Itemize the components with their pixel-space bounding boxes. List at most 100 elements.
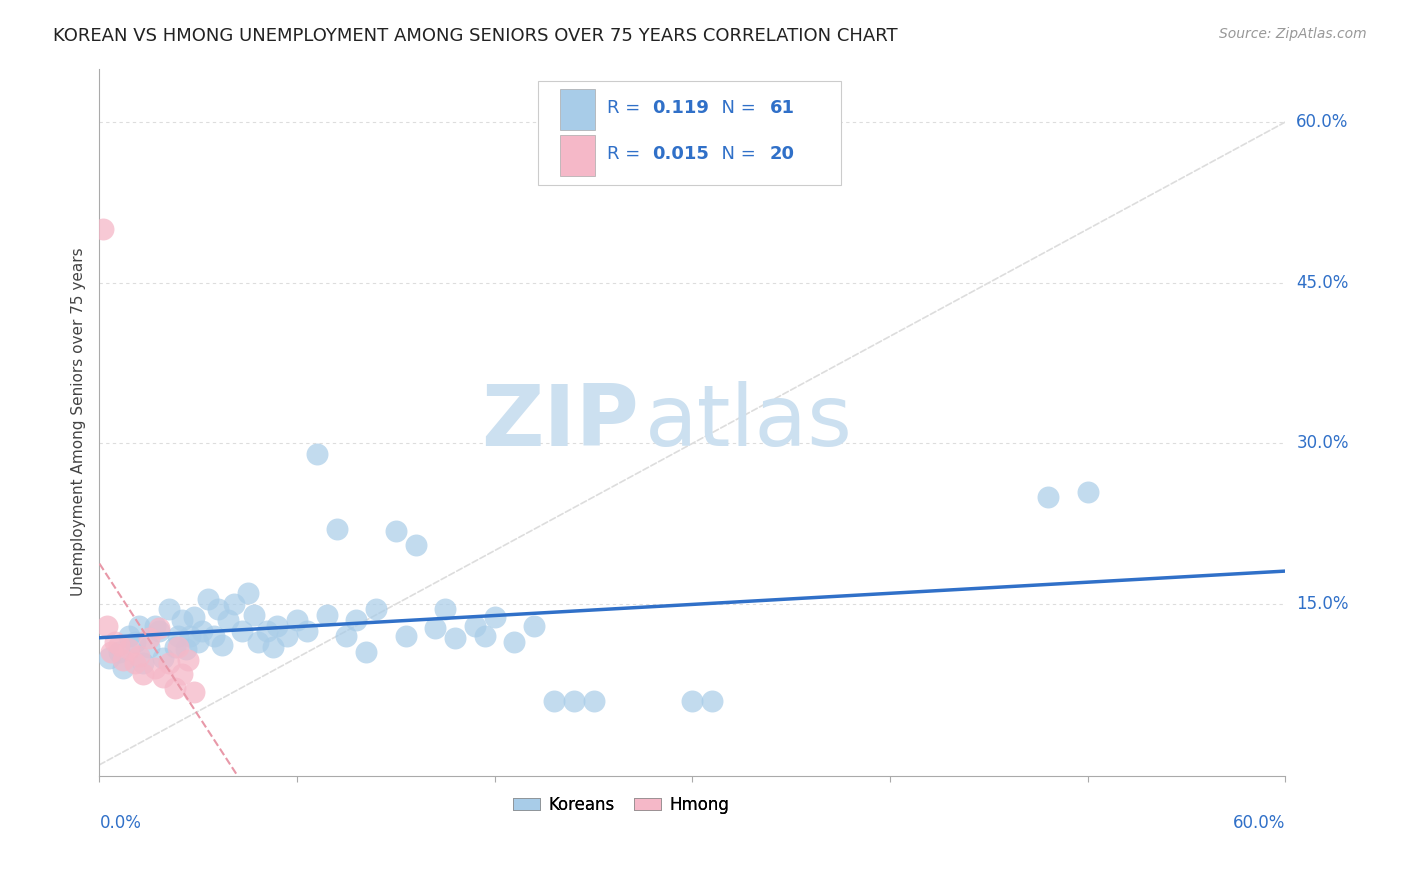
Point	[543, 693, 565, 707]
Text: 30.0%: 30.0%	[1296, 434, 1348, 452]
Point	[163, 681, 186, 695]
Text: ZIP: ZIP	[481, 381, 638, 464]
Point	[425, 621, 447, 635]
Text: N =: N =	[710, 145, 762, 163]
Point	[108, 638, 131, 652]
Point	[172, 613, 194, 627]
Point	[202, 629, 225, 643]
Point	[132, 656, 155, 670]
Text: atlas: atlas	[645, 381, 853, 464]
Point	[98, 650, 121, 665]
Text: 60.0%: 60.0%	[1233, 814, 1285, 832]
Point	[211, 638, 233, 652]
Point	[325, 522, 347, 536]
Point	[118, 629, 141, 643]
Point	[108, 645, 131, 659]
Point	[295, 624, 318, 638]
Point	[242, 607, 264, 622]
FancyBboxPatch shape	[538, 80, 841, 186]
Point	[163, 640, 186, 654]
Point	[143, 661, 166, 675]
Text: KOREAN VS HMONG UNEMPLOYMENT AMONG SENIORS OVER 75 YEARS CORRELATION CHART: KOREAN VS HMONG UNEMPLOYMENT AMONG SENIO…	[53, 27, 898, 45]
Point	[474, 629, 496, 643]
Point	[335, 629, 357, 643]
Point	[582, 693, 605, 707]
Point	[207, 602, 229, 616]
Point	[523, 618, 546, 632]
Point	[132, 666, 155, 681]
Point	[112, 653, 135, 667]
Point	[444, 632, 467, 646]
Point	[104, 634, 127, 648]
Point	[285, 613, 308, 627]
Text: 61: 61	[769, 99, 794, 118]
Point	[176, 642, 198, 657]
Point	[138, 632, 160, 646]
Legend: Koreans, Hmong: Koreans, Hmong	[506, 789, 735, 821]
Point	[262, 640, 284, 654]
Point	[100, 645, 122, 659]
Point	[157, 656, 180, 670]
Point	[700, 693, 723, 707]
Point	[197, 591, 219, 606]
Point	[562, 693, 585, 707]
Point	[405, 538, 427, 552]
Text: R =: R =	[607, 145, 645, 163]
Point	[167, 640, 190, 654]
Y-axis label: Unemployment Among Seniors over 75 years: Unemployment Among Seniors over 75 years	[72, 248, 86, 597]
Point	[385, 524, 408, 539]
Point	[217, 613, 239, 627]
Text: 0.015: 0.015	[652, 145, 709, 163]
Text: 0.119: 0.119	[652, 99, 709, 118]
Text: N =: N =	[710, 99, 762, 118]
Point	[148, 624, 170, 638]
Point	[167, 629, 190, 643]
Point	[148, 621, 170, 635]
Point	[231, 624, 253, 638]
Text: 15.0%: 15.0%	[1296, 595, 1348, 613]
Text: 20: 20	[769, 145, 794, 163]
Text: R =: R =	[607, 99, 645, 118]
Point	[276, 629, 298, 643]
Text: 45.0%: 45.0%	[1296, 274, 1348, 292]
Point	[183, 610, 205, 624]
Point	[191, 624, 214, 638]
Point	[1036, 490, 1059, 504]
Point	[96, 618, 118, 632]
Point	[464, 618, 486, 632]
Point	[484, 610, 506, 624]
Point	[236, 586, 259, 600]
Point	[305, 447, 328, 461]
Point	[112, 661, 135, 675]
Point	[222, 597, 245, 611]
Point	[124, 634, 146, 648]
Point	[152, 670, 174, 684]
Point	[172, 666, 194, 681]
Point	[395, 629, 418, 643]
Point	[128, 618, 150, 632]
Point	[183, 685, 205, 699]
Point	[344, 613, 367, 627]
FancyBboxPatch shape	[560, 136, 595, 177]
Point	[93, 222, 115, 236]
Point	[179, 629, 201, 643]
FancyBboxPatch shape	[560, 89, 595, 130]
Text: 60.0%: 60.0%	[1296, 113, 1348, 131]
Point	[128, 648, 150, 663]
Point	[315, 607, 337, 622]
Text: 0.0%: 0.0%	[100, 814, 142, 832]
Point	[143, 618, 166, 632]
Point	[681, 693, 703, 707]
Point	[118, 642, 141, 657]
Point	[503, 634, 526, 648]
Point	[187, 634, 209, 648]
Point	[1077, 484, 1099, 499]
Point	[266, 618, 288, 632]
Point	[152, 650, 174, 665]
Point	[157, 602, 180, 616]
Point	[366, 602, 388, 616]
Point	[124, 656, 146, 670]
Point	[256, 624, 278, 638]
Point	[246, 634, 269, 648]
Point	[354, 645, 377, 659]
